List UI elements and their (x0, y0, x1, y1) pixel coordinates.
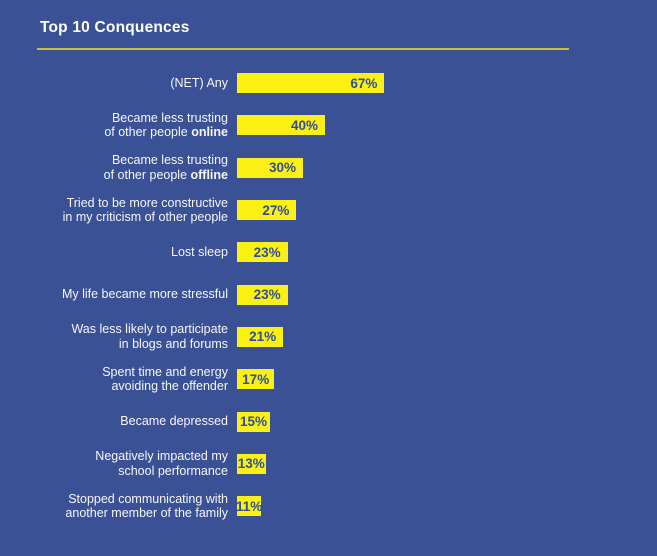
row-label: Negatively impacted my school performance (0, 449, 237, 478)
row-label: Spent time and energy avoiding the offend… (0, 365, 237, 394)
bar: 23% (237, 242, 288, 263)
chart-row: My life became more stressful 23% (0, 273, 657, 315)
chart-row: Lost sleep 23% (0, 231, 657, 273)
chart-row: Became depressed 15% (0, 400, 657, 442)
row-label-segment: Became less trusting (111, 153, 228, 168)
chart-row: Became less trusting of other people onli… (0, 104, 657, 146)
row-label: Became depressed (0, 414, 237, 429)
chart-row: Tried to be more constructive in my criti… (0, 189, 657, 231)
row-label-segment: of other people (104, 125, 192, 140)
row-label-segment: in blogs and forums (118, 336, 228, 351)
bar-value-label: 23% (253, 287, 281, 303)
row-label: Lost sleep (0, 245, 237, 260)
bar-value-label: 23% (253, 244, 281, 260)
chart-row: (NET) Any 67% (0, 62, 657, 104)
bar-value-label: 67% (350, 75, 378, 91)
bar-value-label: 17% (242, 371, 270, 387)
row-label: Tried to be more constructive in my criti… (0, 196, 237, 225)
bar-value-label: 11% (235, 498, 263, 514)
row-label-bold-segment: offline (190, 167, 229, 182)
row-label: Became less trusting of other people onli… (0, 111, 237, 140)
chart-row: Stopped communicating with another member… (0, 485, 657, 527)
bar: 11% (235, 496, 263, 517)
row-label-segment: Negatively impacted my (95, 449, 228, 464)
row-label-segment: school performance (118, 463, 228, 478)
row-label-segment: Spent time and energy (102, 364, 228, 379)
row-label-segment: My life became more stressful (61, 287, 228, 302)
row-label-segment: Stopped communicating with (68, 491, 228, 506)
chart-title: Top 10 Conquences (40, 19, 190, 36)
bar: 67% (237, 73, 385, 94)
row-label-segment: avoiding the offender (111, 379, 228, 394)
bar-value-label: 15% (239, 414, 268, 430)
chart-row: Was less likely to participate in blogs a… (0, 316, 657, 358)
bar-value-label: 30% (268, 160, 296, 176)
row-label-segment: in my criticism of other people (62, 210, 228, 225)
bar: 15% (237, 411, 270, 432)
row-label: My life became more stressful (0, 287, 237, 302)
row-label: (NET) Any (0, 76, 237, 91)
bar: 21% (237, 326, 284, 347)
chart-row: Spent time and energy avoiding the offend… (0, 358, 657, 400)
row-label-segment: Was less likely to participate (71, 322, 228, 337)
bar: 40% (237, 115, 325, 136)
row-label: Stopped communicating with another member… (0, 492, 237, 521)
row-label-segment: another member of the family (65, 506, 228, 521)
bar: 23% (237, 284, 288, 305)
row-label-segment: (NET) Any (170, 75, 228, 90)
row-label: Was less likely to participate in blogs a… (0, 322, 237, 351)
row-label-segment: of other people (103, 167, 191, 182)
row-label-segment: Lost sleep (171, 245, 228, 260)
bar-value-label: 40% (290, 117, 318, 133)
row-label-segment: Tried to be more constructive (66, 195, 228, 210)
row-label: Became less trusting of other people offl… (0, 153, 237, 182)
bar: 17% (237, 369, 275, 390)
bar-value-label: 27% (262, 202, 290, 218)
row-label-segment: Became depressed (120, 414, 228, 429)
bar-value-label: 13% (237, 456, 265, 472)
bar: 13% (237, 453, 266, 474)
bar-value-label: 21% (249, 329, 277, 345)
row-label-bold-segment: online (191, 125, 228, 140)
row-label-segment: Became less trusting (111, 110, 228, 125)
bar: 30% (237, 157, 303, 178)
bar-chart: (NET) Any 67% Became less trusting of other… (0, 62, 657, 527)
bar: 27% (237, 200, 297, 221)
chart-row: Negatively impacted my school performance… (0, 443, 657, 485)
title-underline (37, 48, 569, 50)
chart-row: Became less trusting of other people offl… (0, 147, 657, 189)
